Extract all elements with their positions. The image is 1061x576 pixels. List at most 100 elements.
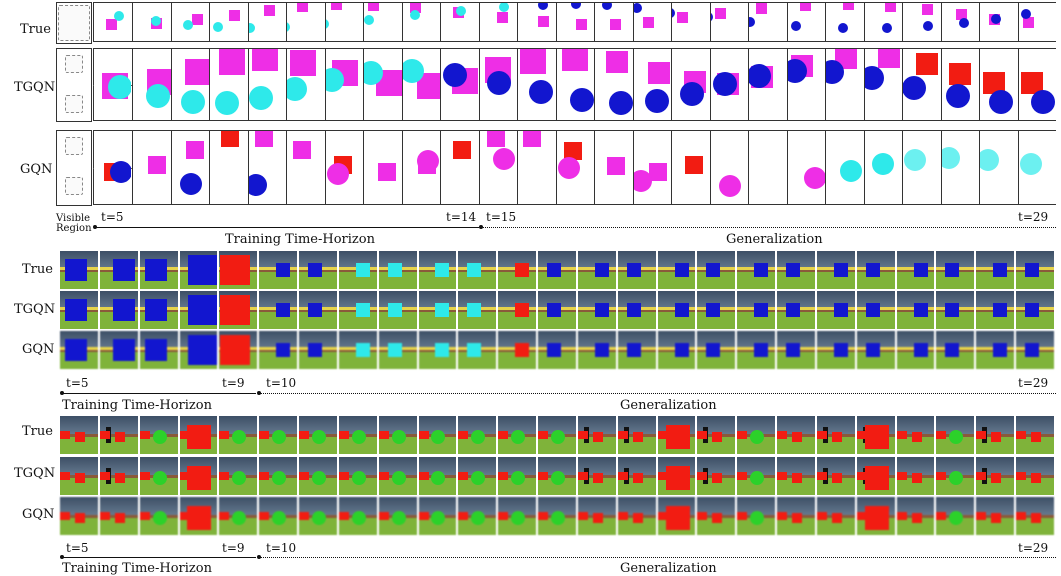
gqn-frame — [1016, 331, 1056, 369]
tgqn-frame — [976, 291, 1017, 329]
circle-object — [213, 22, 224, 33]
gqn-frame — [555, 131, 595, 204]
scene-object — [435, 303, 450, 317]
red-wall — [259, 472, 270, 480]
tgqn-frame — [632, 49, 672, 120]
red-wall — [737, 512, 748, 520]
tgqn-frame — [179, 457, 220, 495]
predicted-circle — [839, 159, 862, 182]
scene-object — [152, 471, 167, 485]
gqn-frame — [418, 497, 459, 535]
tgqn-frame — [577, 291, 618, 329]
tgqn-frame — [1017, 49, 1056, 120]
predicted-square — [607, 156, 626, 175]
row-label-tgqn: TGQN — [14, 466, 56, 481]
predicted-circle — [1019, 153, 1042, 176]
scene-object — [114, 513, 125, 523]
scene-object — [792, 432, 803, 442]
scene-object — [355, 303, 370, 317]
predicted-circle — [557, 157, 580, 180]
row-label-true: True — [22, 424, 53, 439]
true-frame — [1016, 416, 1056, 454]
true-frame — [179, 251, 220, 289]
scene-object — [471, 430, 486, 444]
scene-object — [674, 303, 689, 317]
gqn-frame — [697, 497, 738, 535]
tgqn-frame — [498, 291, 539, 329]
predicted-circle — [443, 62, 468, 87]
row-label-gqn: GQN — [20, 162, 53, 177]
predicted-circle — [110, 161, 132, 183]
red-wall — [378, 472, 389, 480]
predicted-circle — [749, 63, 772, 88]
gqn-frame — [538, 497, 578, 535]
red-wall — [418, 472, 429, 480]
predicted-circle — [248, 173, 268, 196]
red-wall — [458, 512, 469, 520]
predicted-circle — [486, 70, 511, 95]
gqn-frame — [219, 331, 260, 369]
scene-object — [114, 473, 125, 483]
scene-object — [626, 263, 641, 277]
tgqn-frame — [697, 291, 738, 329]
row-label-gqn: GQN — [22, 507, 55, 522]
scene-object — [632, 432, 643, 442]
red-wall — [976, 431, 987, 439]
scene-object — [546, 303, 561, 317]
predicted-square — [292, 141, 311, 160]
tgqn-frame — [737, 457, 778, 495]
red-wall — [856, 512, 867, 520]
gqn-frame — [976, 331, 1017, 369]
tick-start: t=5 — [66, 376, 89, 390]
predicted-circle — [633, 170, 653, 193]
gqn-frame — [1017, 131, 1056, 204]
red-wall — [179, 431, 190, 439]
tgqn-frame — [657, 457, 698, 495]
predicted-circle — [903, 148, 926, 171]
scene-object — [632, 473, 643, 483]
red-wall — [777, 512, 788, 520]
true-frame — [709, 3, 749, 41]
gqn-frame — [170, 131, 210, 204]
tgqn-frame — [418, 291, 459, 329]
true-frame — [940, 3, 980, 41]
predicted-square — [982, 71, 1005, 94]
generalization-axis — [260, 557, 1056, 558]
gqn-frame — [657, 331, 698, 369]
tgqn-frame — [617, 291, 658, 329]
scene-object — [387, 303, 402, 317]
gqn-frame — [936, 497, 977, 535]
true-frame — [1017, 3, 1056, 41]
scene-object — [865, 303, 880, 317]
gqn-frame — [936, 331, 977, 369]
scene-object — [864, 466, 889, 490]
predicted-circle — [980, 148, 999, 171]
tgqn-frame — [60, 457, 100, 495]
tgqn-frame — [777, 457, 817, 495]
scene-object — [64, 339, 87, 361]
scene-object — [754, 263, 769, 277]
tgqn-frame — [458, 457, 499, 495]
predicted-circle — [713, 72, 738, 97]
true-frame — [498, 251, 539, 289]
scene-object — [232, 511, 247, 525]
tgqn-frame — [219, 291, 260, 329]
gqn-frame — [458, 497, 499, 535]
scene-object — [674, 263, 689, 277]
true-frame — [498, 416, 539, 454]
scene-object — [945, 263, 960, 277]
red-wall — [777, 472, 788, 480]
predicted-circle — [493, 147, 516, 170]
red-wall — [856, 472, 867, 480]
red-wall — [577, 431, 588, 439]
true-frame — [170, 3, 210, 41]
scene-object — [754, 343, 769, 357]
tgqn-frame — [577, 457, 618, 495]
red-wall — [657, 472, 668, 480]
red-wall — [657, 431, 668, 439]
scene-object — [592, 513, 603, 523]
scene-object — [515, 263, 530, 277]
true-frame — [418, 416, 459, 454]
predicted-circle — [108, 75, 132, 99]
scene-object — [913, 303, 928, 317]
